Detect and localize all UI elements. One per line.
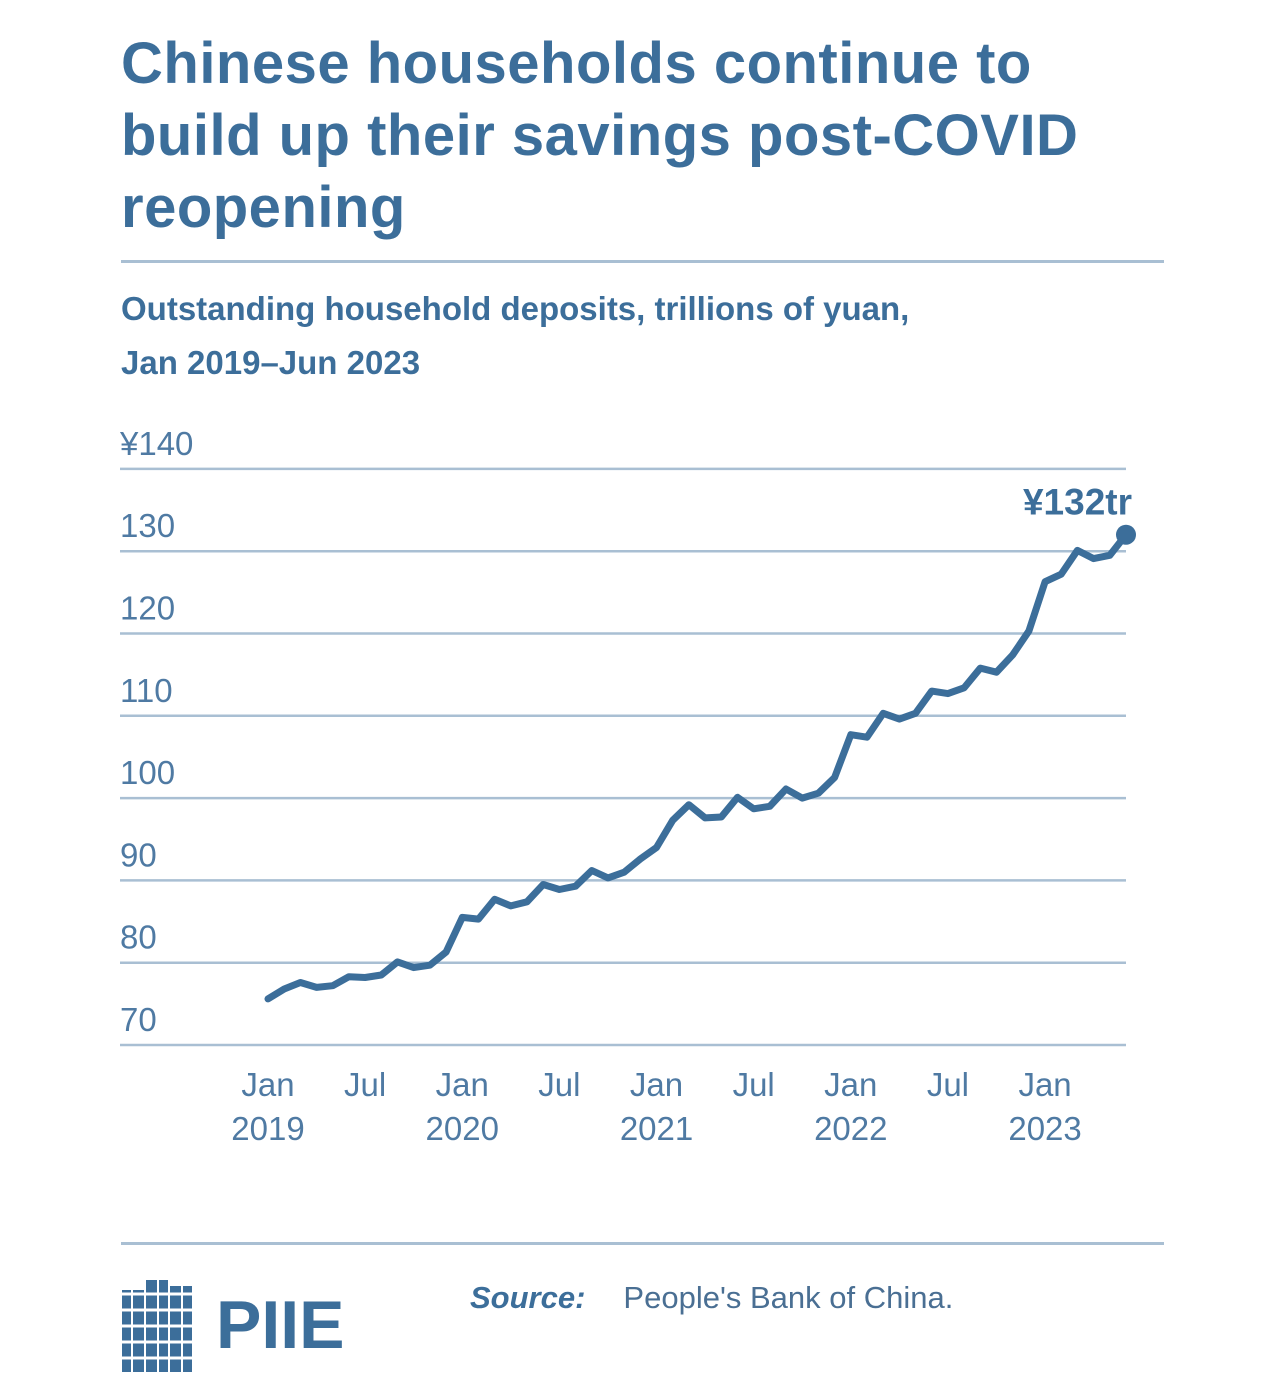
end-point-marker xyxy=(1116,524,1136,545)
bottom-divider xyxy=(121,1242,1164,1245)
series-line-0 xyxy=(264,531,1130,1003)
x-axis-tick-labels: Jan 2019 Jul Jan 2020 Jul Jan 2021 Jul Jan 2022 Jul… xyxy=(231,1066,1081,1147)
source-note: Source: People's Bank of China. xyxy=(470,1278,953,1318)
x-tick-year-2020-01: 2020 xyxy=(426,1110,499,1147)
x-tick-label-2020-07: Jul xyxy=(538,1066,580,1103)
source-label: Source: xyxy=(470,1280,586,1315)
line-chart: 70 80 90 100 110 120 130 ¥140 Jan 2019 Jul Jan 2020… xyxy=(119,425,1136,1147)
series-layer xyxy=(264,531,1130,1003)
end-value-label: ¥132tr xyxy=(1023,482,1132,523)
y-tick-label-80: 80 xyxy=(120,919,157,956)
piie-logo: PIIE xyxy=(118,1272,358,1377)
x-tick-label-2023-01: Jan xyxy=(1018,1066,1071,1103)
x-tick-label-2021-01: Jan xyxy=(630,1066,683,1103)
grid-lines xyxy=(120,467,1126,1047)
y-tick-label-130: 130 xyxy=(120,507,175,544)
piie-logo-text: PIIE xyxy=(216,1287,345,1363)
x-tick-year-2019-01: 2019 xyxy=(231,1110,304,1147)
y-tick-label-110: 110 xyxy=(120,672,173,709)
x-tick-year-2023-01: 2023 xyxy=(1008,1110,1081,1147)
x-tick-year-2021-01: 2021 xyxy=(620,1110,693,1147)
y-tick-label-120: 120 xyxy=(120,590,175,627)
subtitle-line-1: Outstanding household deposits, trillion… xyxy=(121,290,910,327)
source-text: People's Bank of China. xyxy=(623,1280,954,1315)
chart-subtitle: Outstanding household deposits, trillion… xyxy=(121,282,1181,390)
chart-title: Chinese households continue to build up … xyxy=(121,31,1079,240)
y-tick-label-90: 90 xyxy=(120,836,157,873)
piie-logo-mark-icon xyxy=(118,1280,198,1372)
y-tick-label-70: 70 xyxy=(120,1001,157,1038)
x-tick-label-2019-07: Jul xyxy=(344,1066,386,1103)
x-tick-label-2020-01: Jan xyxy=(436,1066,489,1103)
y-tick-label-140: ¥140 xyxy=(119,425,193,462)
x-tick-year-2022-01: 2022 xyxy=(814,1110,887,1147)
x-tick-label-2019-01: Jan xyxy=(241,1066,294,1103)
annotation-layer: ¥132tr xyxy=(1023,482,1136,545)
y-tick-label-100: 100 xyxy=(120,754,175,791)
top-divider xyxy=(121,260,1164,263)
y-axis-tick-labels: 70 80 90 100 110 120 130 ¥140 xyxy=(119,425,193,1038)
x-tick-label-2022-07: Jul xyxy=(927,1066,969,1103)
x-tick-label-2021-07: Jul xyxy=(733,1066,775,1103)
subtitle-line-2: Jan 2019–Jun 2023 xyxy=(121,344,421,381)
x-tick-label-2022-01: Jan xyxy=(824,1066,877,1103)
